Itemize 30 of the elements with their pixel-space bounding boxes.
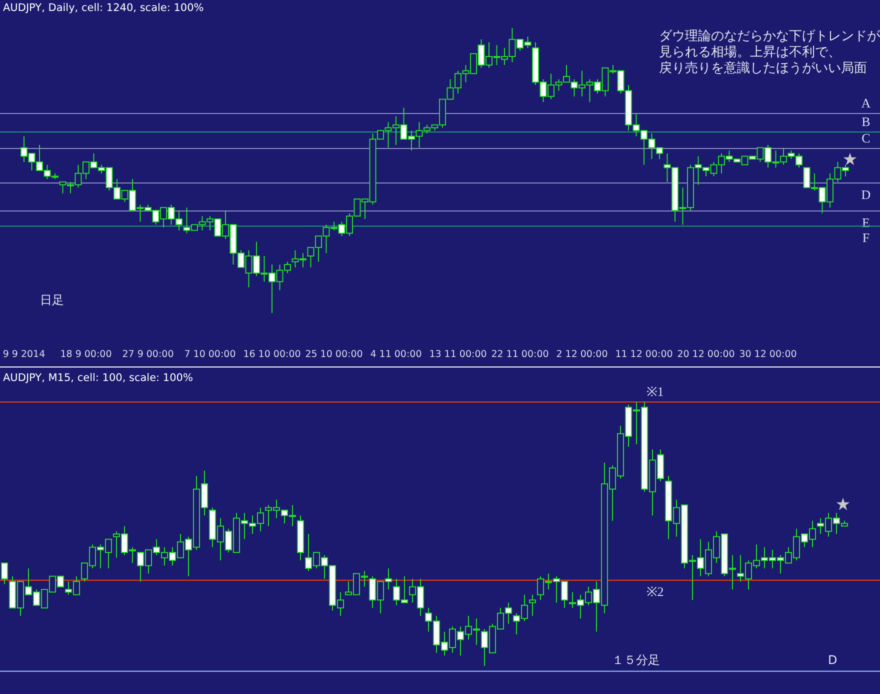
annotation: ★ — [842, 150, 858, 170]
x-tick-label: 27 9 00:00 — [122, 349, 174, 360]
annotation: ★ — [835, 495, 851, 515]
annotation: D — [828, 653, 838, 667]
annotation: ダウ理論のなだらかな下げトレンドが — [659, 29, 880, 44]
ref-line-label: C — [862, 130, 870, 146]
annotation: 日足 — [40, 293, 64, 307]
ref-line-label: B — [862, 114, 871, 130]
x-tick-label: 22 11 00:00 — [491, 349, 549, 360]
x-tick-label: 7 10 00:00 — [184, 349, 236, 360]
x-tick-label: 9 9 2014 — [2, 349, 46, 360]
x-tick-label: 20 12 00:00 — [677, 349, 735, 360]
x-tick-label: 11 12 00:00 — [615, 349, 673, 360]
x-tick-label: 2 12 00:00 — [556, 349, 608, 360]
x-tick-label: 4 11 00:00 — [370, 349, 422, 360]
ref-line-label: D — [861, 187, 871, 202]
ref-line-label: A — [861, 96, 872, 110]
x-tick-label: 16 10 00:00 — [243, 349, 301, 360]
annotation: １５分足 — [612, 653, 660, 667]
ref-line-label: ※2 — [646, 584, 664, 600]
annotation: 戻り売りを意識したほうがいい局面 — [659, 61, 867, 76]
annotation: 見られる相場。上昇は不利で、 — [659, 45, 841, 60]
x-tick-label: 30 12 00:00 — [739, 349, 797, 360]
ref-line-label: ※1 — [646, 384, 664, 399]
ref-line-label: F — [862, 230, 870, 246]
chart-title: AUDJPY, Daily, cell: 1240, scale: 100% — [3, 2, 204, 14]
x-tick-label: 18 9 00:00 — [60, 349, 112, 360]
x-tick-label: 13 11 00:00 — [429, 349, 487, 360]
chart-title: AUDJPY, M15, cell: 100, scale: 100% — [3, 372, 193, 384]
x-tick-label: 25 10 00:00 — [305, 349, 363, 360]
